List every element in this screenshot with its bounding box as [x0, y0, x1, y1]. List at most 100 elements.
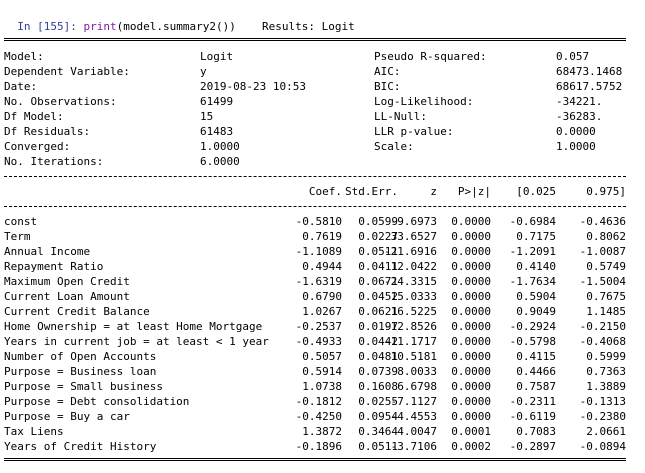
coef-value-cell: -0.6984: [509, 215, 556, 228]
dashed-rule-1: [4, 176, 626, 177]
summary-label: Df Residuals:: [4, 125, 91, 138]
coef-value-cell: -9.6973: [390, 215, 437, 228]
variable-name: Term: [4, 230, 31, 243]
code-text: print(model.summary2()): [83, 20, 235, 33]
summary-label: Converged:: [4, 140, 71, 153]
coef-value-cell: 0.0442: [358, 335, 398, 348]
coef-header-cell: Std.Err.: [345, 185, 398, 198]
coef-value-cell: 10.5181: [390, 350, 437, 363]
summary-label: Log-Likelihood:: [374, 95, 474, 108]
coef-value-cell: -0.5798: [509, 335, 556, 348]
summary-value: 1.0000: [556, 140, 596, 153]
coef-value-cell: -0.4933: [295, 335, 342, 348]
coef-value-cell: 1.3872: [302, 425, 342, 438]
coef-value-cell: 0.0000: [451, 410, 491, 423]
summary-label: Scale:: [374, 140, 414, 153]
coef-value-cell: -0.1896: [295, 440, 342, 453]
summary-label: No. Observations:: [4, 95, 117, 108]
coef-value-cell: 0.4466: [516, 365, 556, 378]
coef-value-cell: 0.4115: [516, 350, 556, 363]
variable-name: Current Loan Amount: [4, 290, 130, 303]
coef-value-cell: 0.0481: [358, 350, 398, 363]
summary-value: 1.0000: [200, 140, 240, 153]
summary-value: -34221.: [556, 95, 603, 108]
coef-header-cell: z: [430, 185, 437, 198]
coef-value-cell: -24.3315: [384, 275, 437, 288]
summary-value: Logit: [200, 50, 234, 63]
coef-value-cell: 0.0411: [358, 260, 398, 273]
coef-value-cell: 0.0739: [358, 365, 398, 378]
summary-value: 15: [200, 110, 214, 123]
input-prompt: In [155]:: [17, 20, 77, 33]
coef-value-cell: 1.0738: [302, 380, 342, 393]
coef-value-cell: -1.6319: [295, 275, 342, 288]
coef-value-cell: 6.6798: [397, 380, 437, 393]
coef-value-cell: -1.5004: [579, 275, 626, 288]
coef-value-cell: 0.0001: [451, 425, 491, 438]
coef-value-cell: 0.0599: [358, 215, 398, 228]
variable-name: Purpose = Buy a car: [4, 410, 130, 423]
summary-value: 68617.5752: [556, 80, 623, 93]
coef-value-cell: 0.3464: [358, 425, 398, 438]
coef-value-cell: 0.4944: [302, 260, 342, 273]
summary-value: 61499: [200, 95, 234, 108]
summary-label: No. Iterations:: [4, 155, 104, 168]
coef-value-cell: 0.7675: [586, 290, 626, 303]
coef-value-cell: 0.5914: [302, 365, 342, 378]
coef-value-cell: 0.8062: [586, 230, 626, 243]
coef-value-cell: -1.0087: [579, 245, 626, 258]
coef-value-cell: 1.3889: [586, 380, 626, 393]
variable-name: Purpose = Debt consolidation: [4, 395, 190, 408]
coef-header-cell: Coef.: [308, 185, 342, 198]
coef-value-cell: 0.0000: [451, 380, 491, 393]
summary-label: BIC:: [374, 80, 401, 93]
coef-value-cell: -0.2380: [579, 410, 626, 423]
coef-value-cell: -0.4636: [579, 215, 626, 228]
coef-value-cell: 8.0033: [397, 365, 437, 378]
coef-value-cell: -0.2897: [509, 440, 556, 453]
coef-value-cell: 0.0511: [358, 440, 398, 453]
code-function: print: [83, 20, 117, 33]
coef-value-cell: 0.0000: [451, 335, 491, 348]
coef-value-cell: -3.7106: [390, 440, 437, 453]
coef-value-cell: -0.6119: [509, 410, 556, 423]
variable-name: Repayment Ratio: [4, 260, 104, 273]
coef-value-cell: -1.7634: [509, 275, 556, 288]
coef-value-cell: 0.0227: [358, 230, 398, 243]
results-title: Results: Logit: [262, 20, 355, 33]
coef-value-cell: -1.1089: [295, 245, 342, 258]
double-rule-top: [4, 38, 626, 41]
coef-value-cell: 0.0000: [451, 395, 491, 408]
coef-value-cell: 0.0671: [358, 275, 398, 288]
coef-value-cell: 0.7175: [516, 230, 556, 243]
coef-header-cell: [0.025: [516, 185, 556, 198]
coef-value-cell: 0.5057: [302, 350, 342, 363]
coef-value-cell: 15.0333: [390, 290, 437, 303]
coef-value-cell: 0.5749: [586, 260, 626, 273]
coef-value-cell: -0.2311: [509, 395, 556, 408]
summary-value: 2019-08-23 10:53: [200, 80, 306, 93]
coef-value-cell: 0.0000: [451, 350, 491, 363]
variable-name: Purpose = Business loan: [4, 365, 157, 378]
coef-value-cell: -0.2924: [509, 320, 556, 333]
coef-value-cell: -0.5810: [295, 215, 342, 228]
coef-value-cell: 0.0000: [451, 230, 491, 243]
coef-value-cell: -7.1127: [390, 395, 437, 408]
code-cell-input[interactable]: In [155]: print(model.summary2()): [4, 4, 236, 34]
coef-value-cell: 0.5904: [516, 290, 556, 303]
summary-value: 6.0000: [200, 155, 240, 168]
coef-value-cell: 33.6527: [390, 230, 437, 243]
variable-name: Years of Credit History: [4, 440, 157, 453]
coef-value-cell: 0.7363: [586, 365, 626, 378]
coef-value-cell: 0.0452: [358, 290, 398, 303]
coef-value-cell: -0.4250: [295, 410, 342, 423]
summary-label: Date:: [4, 80, 38, 93]
variable-name: Purpose = Small business: [4, 380, 163, 393]
summary-label: LL-Null:: [374, 110, 427, 123]
variable-name: Current Credit Balance: [4, 305, 150, 318]
coef-value-cell: -0.1313: [579, 395, 626, 408]
coef-value-cell: 0.5999: [586, 350, 626, 363]
coef-value-cell: 16.5225: [390, 305, 437, 318]
summary-label: Pseudo R-squared:: [374, 50, 487, 63]
variable-name: Maximum Open Credit: [4, 275, 130, 288]
